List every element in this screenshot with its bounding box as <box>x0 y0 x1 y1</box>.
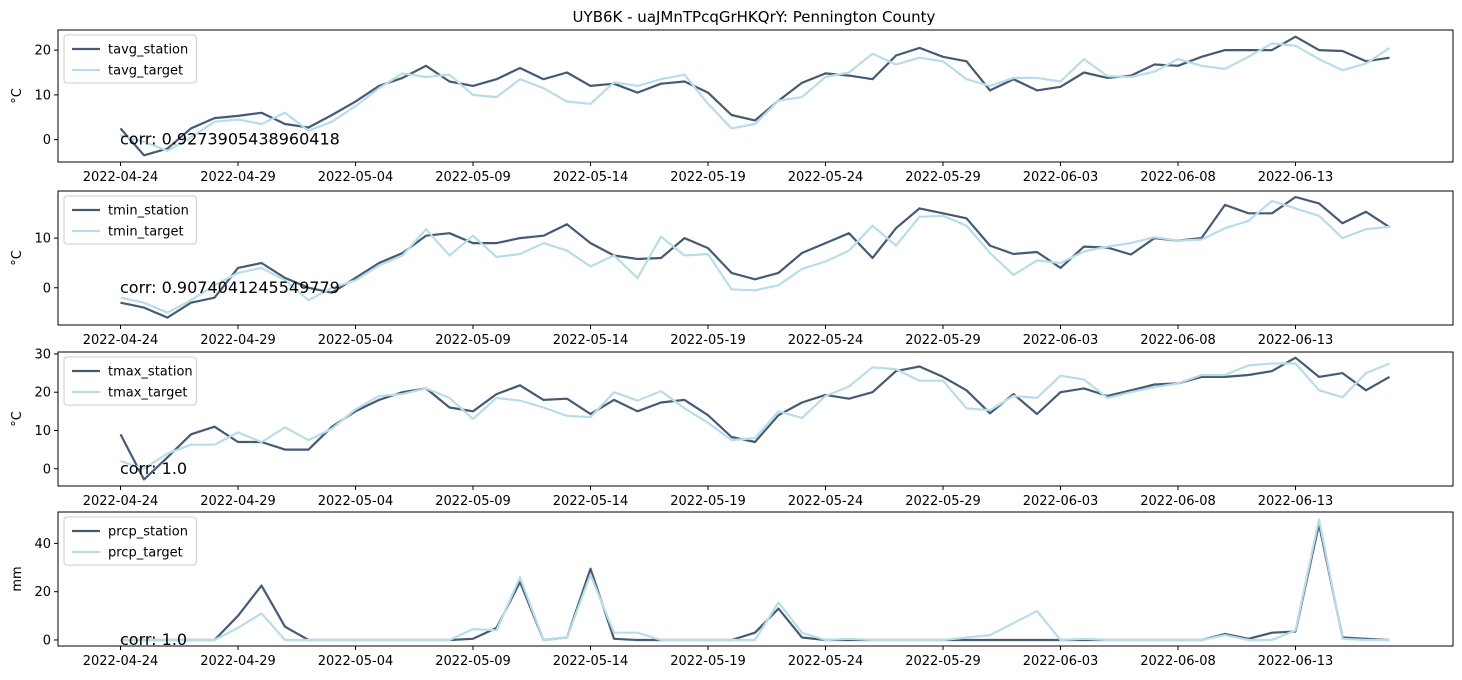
x-tick-label: 2022-06-13 <box>1258 170 1334 185</box>
x-tick-label: 2022-05-04 <box>318 654 394 669</box>
panel-4: 0 20 40 mm 2022-04-24 2022-04-29 2022-05-04 202… <box>10 511 1454 669</box>
x-tick-label: 2022-05-14 <box>553 654 629 669</box>
x-tick-label: 2022-04-24 <box>83 654 159 669</box>
x-tick-label: 2022-06-03 <box>1023 170 1099 185</box>
x-tick-label: 2022-06-13 <box>1258 333 1334 348</box>
x-tick-label: 2022-05-19 <box>670 494 746 509</box>
y-tick-label: 0 <box>43 462 51 477</box>
legend-label: tmax_target <box>108 386 187 401</box>
x-tick-label: 2022-05-04 <box>318 333 394 348</box>
x-tick-label: 2022-06-13 <box>1258 494 1334 509</box>
x-tick-label: 2022-05-24 <box>788 494 864 509</box>
y-tick-label: 30 <box>34 347 51 362</box>
series-line-prcp_target <box>120 518 1390 642</box>
y-axis-label: °C <box>10 250 25 266</box>
y-tick-label: 20 <box>34 585 51 600</box>
x-tick-label: 2022-05-29 <box>905 333 981 348</box>
x-tick-label: 2022-05-14 <box>553 494 629 509</box>
x-tick-label: 2022-05-19 <box>670 170 746 185</box>
y-tick-label: 10 <box>34 232 51 247</box>
x-tick-label: 2022-05-09 <box>435 654 511 669</box>
x-tick-label: 2022-05-14 <box>553 333 629 348</box>
legend-label: tmin_target <box>108 225 184 240</box>
panel-1: 0 10 20 °C 2022-04-24 2022-04-29 2022-05-04 202… <box>10 29 1454 185</box>
legend-label: prcp_target <box>108 546 183 561</box>
axes-frame <box>57 29 1454 163</box>
y-tick-label: 10 <box>34 88 51 103</box>
y-tick-label: 10 <box>34 424 51 439</box>
x-tick-label: 2022-04-24 <box>83 170 159 185</box>
x-tick-label: 2022-05-19 <box>670 654 746 669</box>
correlation-annotation: corr: 0.9074041245549779 <box>120 278 340 297</box>
panel-2: 0 10 °C 2022-04-24 2022-04-29 2022-05-04 2022-… <box>10 190 1454 348</box>
x-tick-label: 2022-04-29 <box>200 333 276 348</box>
series-line-tmax_target <box>120 362 1390 470</box>
legend-label: tmin_station <box>108 204 189 219</box>
y-tick-label: 0 <box>43 281 51 296</box>
legend-label: prcp_station <box>108 525 188 540</box>
y-axis-label: mm <box>10 566 25 591</box>
panel-3: 0 10 20 30 °C 2022-04-24 2022-04-29 2022-05-04 2… <box>10 347 1454 509</box>
x-tick-label: 2022-05-29 <box>905 654 981 669</box>
correlation-annotation: corr: 1.0 <box>120 459 187 478</box>
axes-frame <box>57 351 1454 487</box>
series-line-tavg_station <box>119 35 1390 157</box>
x-tick-label: 2022-05-04 <box>318 170 394 185</box>
legend-label: tavg_target <box>108 64 183 79</box>
correlation-annotation: corr: 0.9273905438960418 <box>120 130 340 149</box>
y-axis-label: °C <box>10 88 25 104</box>
x-tick-label: 2022-04-29 <box>200 494 276 509</box>
y-tick-label: 40 <box>34 537 51 552</box>
series-line-tavg_target <box>120 42 1391 152</box>
x-tick-label: 2022-05-24 <box>788 333 864 348</box>
x-tick-label: 2022-04-29 <box>200 654 276 669</box>
x-tick-label: 2022-06-08 <box>1140 494 1216 509</box>
x-tick-label: 2022-06-08 <box>1140 333 1216 348</box>
x-tick-label: 2022-04-29 <box>200 170 276 185</box>
axes-frame <box>57 511 1454 647</box>
series-line-prcp_station <box>120 522 1390 642</box>
legend: tavg_station tavg_target <box>63 34 197 84</box>
legend: tmax_station tmax_target <box>63 356 197 406</box>
y-tick-label: 0 <box>43 633 51 648</box>
x-tick-label: 2022-05-09 <box>435 333 511 348</box>
x-tick-label: 2022-05-24 <box>788 654 864 669</box>
legend: prcp_station prcp_target <box>63 516 197 566</box>
y-axis-label: °C <box>10 411 25 427</box>
legend-label: tavg_station <box>108 43 188 58</box>
series-line-tmin_target <box>120 199 1390 314</box>
y-tick-label: 20 <box>34 386 51 401</box>
legend-label: tmax_station <box>108 365 193 380</box>
x-tick-label: 2022-05-29 <box>905 170 981 185</box>
x-tick-label: 2022-06-08 <box>1140 170 1216 185</box>
x-tick-label: 2022-06-03 <box>1023 333 1099 348</box>
x-tick-label: 2022-06-08 <box>1140 654 1216 669</box>
axes-frame <box>57 190 1454 326</box>
chart-title: UYB6K - uaJMnTPcqGrHKQrY: Pennington Cou… <box>573 8 936 26</box>
y-tick-label: 20 <box>34 44 51 59</box>
y-tick-label: 0 <box>43 133 51 148</box>
x-tick-label: 2022-06-03 <box>1023 494 1099 509</box>
x-tick-label: 2022-05-19 <box>670 333 746 348</box>
x-tick-label: 2022-05-09 <box>435 170 511 185</box>
x-tick-label: 2022-04-24 <box>83 333 159 348</box>
x-tick-label: 2022-05-29 <box>905 494 981 509</box>
x-tick-label: 2022-06-03 <box>1023 654 1099 669</box>
x-tick-label: 2022-05-04 <box>318 494 394 509</box>
x-tick-label: 2022-04-24 <box>83 494 159 509</box>
x-tick-label: 2022-05-14 <box>553 170 629 185</box>
correlation-annotation: corr: 1.0 <box>120 630 187 649</box>
x-tick-label: 2022-05-24 <box>788 170 864 185</box>
x-tick-label: 2022-06-13 <box>1258 654 1334 669</box>
legend: tmin_station tmin_target <box>63 195 197 245</box>
x-tick-label: 2022-05-09 <box>435 494 511 509</box>
